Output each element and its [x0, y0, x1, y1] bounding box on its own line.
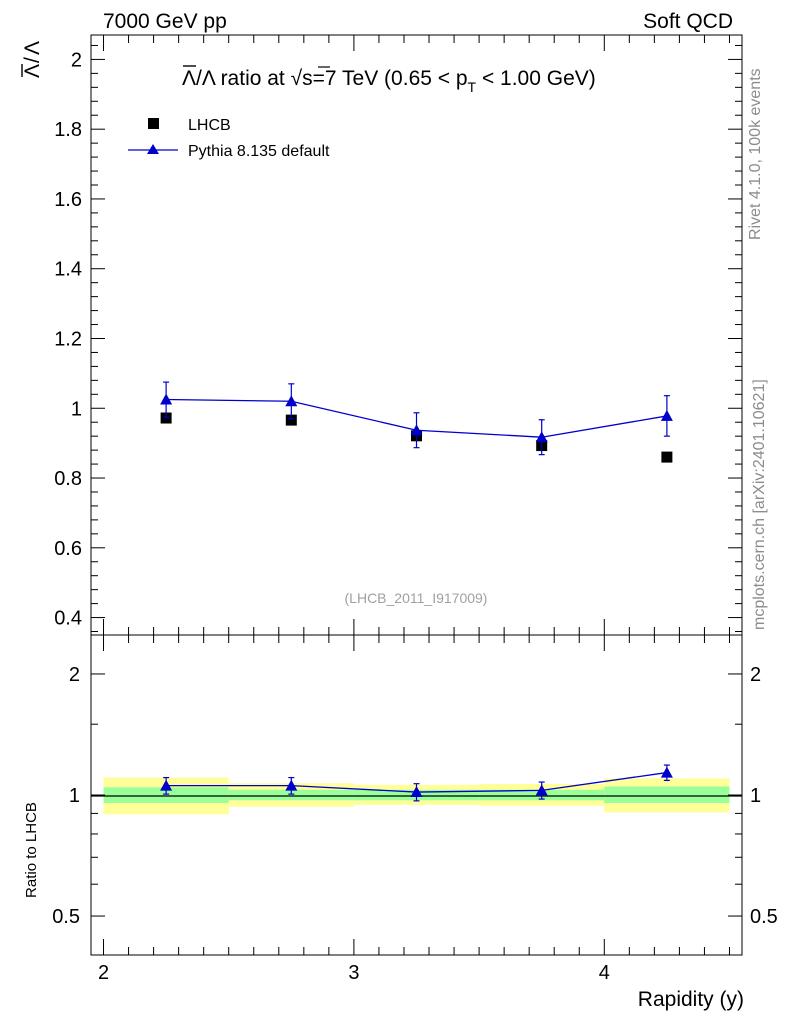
- main-ytick-label: 1.4: [54, 259, 82, 281]
- ratio-ylabel: Ratio to LHCB: [23, 802, 40, 898]
- ratio-xtick-label: 4: [599, 962, 610, 984]
- ratio-xtick-label: 3: [348, 962, 359, 984]
- title-mid: /Λ ratio at: [196, 67, 291, 90]
- main-ticks: 0.4 0.6 0.8 1 1.2 1.4 1.6 1.8 2: [54, 35, 742, 635]
- main-ytick-label: 1: [71, 398, 82, 420]
- ratio-ytick-label-right: 1: [750, 785, 761, 807]
- main-title: Λ/Λ ratio at √s=7 TeV (0.65 < pT < 1.00 …: [182, 67, 596, 95]
- xlabel: Rapidity (y): [638, 988, 744, 1011]
- title-lambda-bar: Λ: [182, 67, 196, 90]
- lhcb-point: [661, 451, 673, 463]
- ratio-ticks: 0.5 0.5 1 1 2 2 2 3 4: [52, 634, 778, 984]
- ratio-ytick-label: 0.5: [52, 906, 80, 928]
- main-ytick-label: 1.2: [54, 328, 82, 350]
- analysis-id: (LHCB_2011_I917009): [345, 590, 488, 606]
- ratio-ytick-label-right: 0.5: [750, 906, 778, 928]
- ratio-band-green: [228, 789, 354, 801]
- main-ylabel-num: Λ: [21, 64, 44, 78]
- ratio-panel: 0.5 0.5 1 1 2 2 2 3 4: [52, 634, 778, 984]
- ratio-point: [535, 784, 548, 796]
- ratio-band-green: [604, 786, 730, 804]
- ratio-point: [160, 779, 173, 791]
- main-marks: [160, 381, 673, 463]
- header-left: 7000 GeV pp: [103, 10, 227, 33]
- lhcb-point: [160, 412, 172, 424]
- ratio-band-green: [103, 787, 229, 804]
- rivet-label: Rivet 4.1.0, 100k events: [747, 68, 764, 240]
- mcplots-label: mcplots.cern.ch [arXiv:2401.10621]: [751, 379, 768, 630]
- ratio-xtick-label: 2: [98, 962, 109, 984]
- legend-lhcb-label: LHCB: [188, 117, 231, 134]
- ratio-ytick-label: 1: [69, 785, 80, 807]
- main-ytick-label: 2: [71, 49, 82, 71]
- header-right: Soft QCD: [643, 10, 733, 33]
- main-ytick-label: 0.8: [54, 468, 82, 490]
- legend-lhcb-marker: [148, 118, 159, 129]
- legend-pythia-marker: [147, 144, 159, 154]
- ratio-marks: [160, 764, 673, 802]
- title-energy: s=7 TeV (0.65 < p: [302, 67, 467, 90]
- main-ylabel: Λ / Λ: [21, 41, 44, 78]
- pythia-point: [410, 424, 423, 436]
- ratio-point: [410, 786, 423, 798]
- main-ytick-label: 1.8: [54, 119, 82, 141]
- legend-pythia-label: Pythia 8.135 default: [188, 143, 330, 160]
- ratio-ytick-label-right: 2: [750, 664, 761, 686]
- title-sqrt: √: [291, 67, 303, 90]
- title-tail: < 1.00 GeV): [476, 67, 596, 90]
- main-ylabel-sep: /: [21, 57, 44, 63]
- ratio-ytick-label: 2: [69, 664, 80, 686]
- main-ytick-label: 0.4: [54, 608, 82, 630]
- main-ytick-label: 0.6: [54, 538, 82, 560]
- title-sub: T: [468, 79, 477, 95]
- lhcb-point: [285, 414, 297, 426]
- pythia-point: [160, 393, 173, 405]
- pythia-point: [660, 409, 673, 421]
- ratio-point: [285, 779, 298, 791]
- legend: LHCB Pythia 8.135 default: [128, 117, 330, 160]
- ratio-point: [660, 766, 673, 778]
- pythia-point: [535, 431, 548, 443]
- main-ytick-label: 1.6: [54, 189, 82, 211]
- main-ylabel-den: Λ: [21, 41, 44, 55]
- main-panel: 0.4 0.6 0.8 1 1.2 1.4 1.6 1.8 2 Λ/Λ ratio at √s=…: [54, 34, 743, 636]
- pythia-point: [285, 395, 298, 407]
